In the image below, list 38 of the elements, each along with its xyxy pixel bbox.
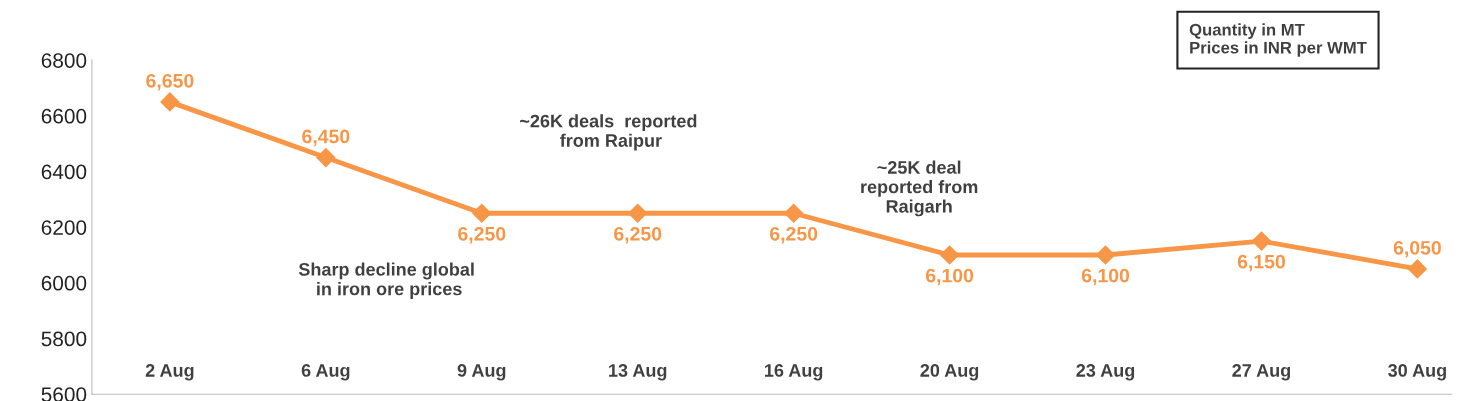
x-tick-label: 13 Aug (609, 364, 667, 381)
x-tick-label: 20 Aug (920, 364, 979, 381)
y-tick-label: 6000 (41, 275, 87, 291)
data-label: 6,250 (614, 226, 662, 244)
data-label: 6,450 (302, 129, 350, 147)
point (1251, 231, 1271, 251)
text: Quantity in MT Prices in INR per WMT (1189, 23, 1367, 57)
data-label: 6,100 (1081, 268, 1130, 286)
data-label: 6,650 (146, 73, 194, 91)
data-label: 6,100 (925, 268, 974, 286)
annotation: ~25K deal reported from Raigarh (861, 160, 978, 217)
data-label: 6,150 (1237, 254, 1285, 272)
y-tick-label: 5600 (41, 387, 87, 401)
point (940, 245, 960, 265)
point (628, 203, 648, 223)
x-tick-label: 6 Aug (301, 364, 350, 381)
y-tick-label: 6200 (41, 220, 87, 235)
point (472, 203, 492, 223)
y-tick-label: 5800 (41, 331, 87, 347)
x-tick-label: 16 Aug (765, 364, 823, 381)
annotation: Sharp decline global in iron ore prices (298, 262, 474, 299)
data-label: 6,250 (770, 226, 818, 244)
point (784, 203, 804, 223)
annotation: ~26K deals reported from Raipur (520, 114, 697, 151)
data-label: 6,250 (458, 226, 506, 244)
x-tick-label: 27 Aug (1232, 364, 1291, 381)
point (160, 92, 180, 112)
y-tick-label: 6400 (41, 164, 87, 180)
y-tick-label: 6800 (41, 53, 87, 68)
point (316, 148, 336, 168)
x-tick-label: 9 Aug (457, 364, 506, 381)
x-tick-label: 23 Aug (1076, 364, 1135, 381)
point (1095, 245, 1116, 265)
y-tick-label: 6600 (41, 108, 87, 124)
point (1407, 259, 1427, 279)
data-label: 6,050 (1393, 240, 1441, 258)
x-tick-label: 2 Aug (145, 364, 194, 381)
x-tick-label: 30 Aug (1388, 364, 1446, 381)
